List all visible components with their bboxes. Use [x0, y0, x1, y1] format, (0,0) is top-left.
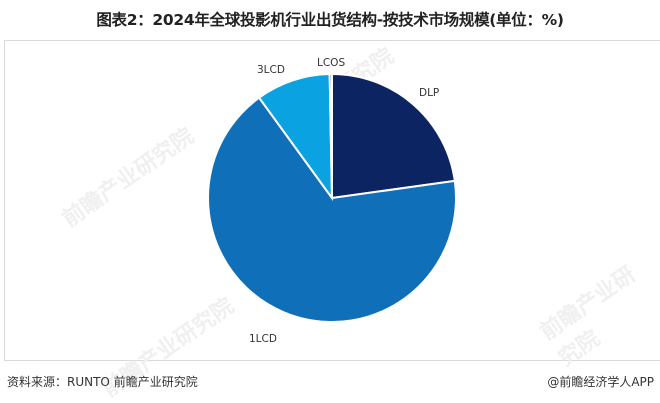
- pie-slices: [207, 72, 457, 323]
- credit-note: @前瞻经济学人APP: [547, 375, 654, 389]
- pie-slice-1lcd: [207, 96, 457, 323]
- label-lcos: LCOS: [317, 57, 345, 69]
- pie-slice-lcos: [328, 72, 333, 199]
- label-3lcd: 3LCD: [257, 64, 285, 76]
- pie-slice-dlp: [331, 72, 456, 200]
- label-dlp: DLP: [419, 87, 439, 99]
- chart-title: 图表2：2024年全球投影机行业出货结构-按技术市场规模(单位：%): [96, 11, 564, 29]
- pie-slice-3lcd: [257, 73, 334, 202]
- source-note: 资料来源：RUNTO 前瞻产业研究院: [7, 375, 198, 389]
- label-1lcd: 1LCD: [249, 333, 277, 345]
